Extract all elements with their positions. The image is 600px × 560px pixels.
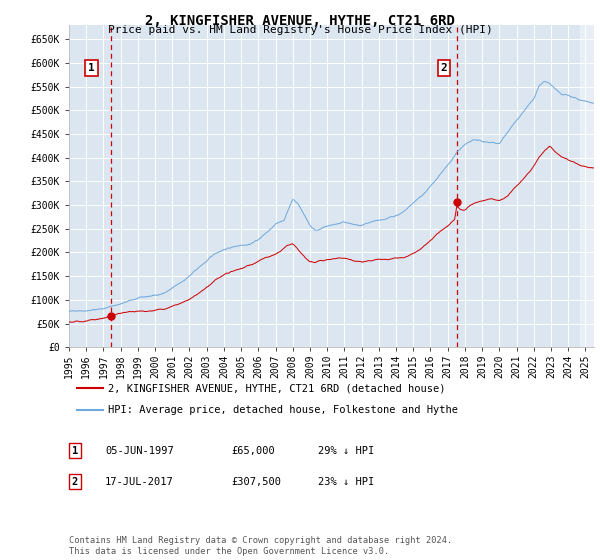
Text: 23% ↓ HPI: 23% ↓ HPI	[318, 477, 374, 487]
Text: Contains HM Land Registry data © Crown copyright and database right 2024.
This d: Contains HM Land Registry data © Crown c…	[69, 536, 452, 556]
Text: HPI: Average price, detached house, Folkestone and Hythe: HPI: Average price, detached house, Folk…	[109, 405, 458, 415]
Point	[452, 197, 462, 206]
Text: 1: 1	[72, 446, 78, 456]
Text: 1: 1	[88, 63, 95, 73]
Text: 17-JUL-2017: 17-JUL-2017	[105, 477, 174, 487]
Text: 2: 2	[441, 63, 448, 73]
Text: £65,000: £65,000	[231, 446, 275, 456]
Point	[106, 312, 116, 321]
Bar	[580, 25, 596, 347]
Text: £307,500: £307,500	[231, 477, 281, 487]
Text: 2, KINGFISHER AVENUE, HYTHE, CT21 6RD (detached house): 2, KINGFISHER AVENUE, HYTHE, CT21 6RD (d…	[109, 383, 446, 393]
Text: 05-JUN-1997: 05-JUN-1997	[105, 446, 174, 456]
Text: Price paid vs. HM Land Registry's House Price Index (HPI): Price paid vs. HM Land Registry's House …	[107, 25, 493, 35]
Text: 29% ↓ HPI: 29% ↓ HPI	[318, 446, 374, 456]
Text: 2: 2	[72, 477, 78, 487]
Text: 2, KINGFISHER AVENUE, HYTHE, CT21 6RD: 2, KINGFISHER AVENUE, HYTHE, CT21 6RD	[145, 14, 455, 28]
